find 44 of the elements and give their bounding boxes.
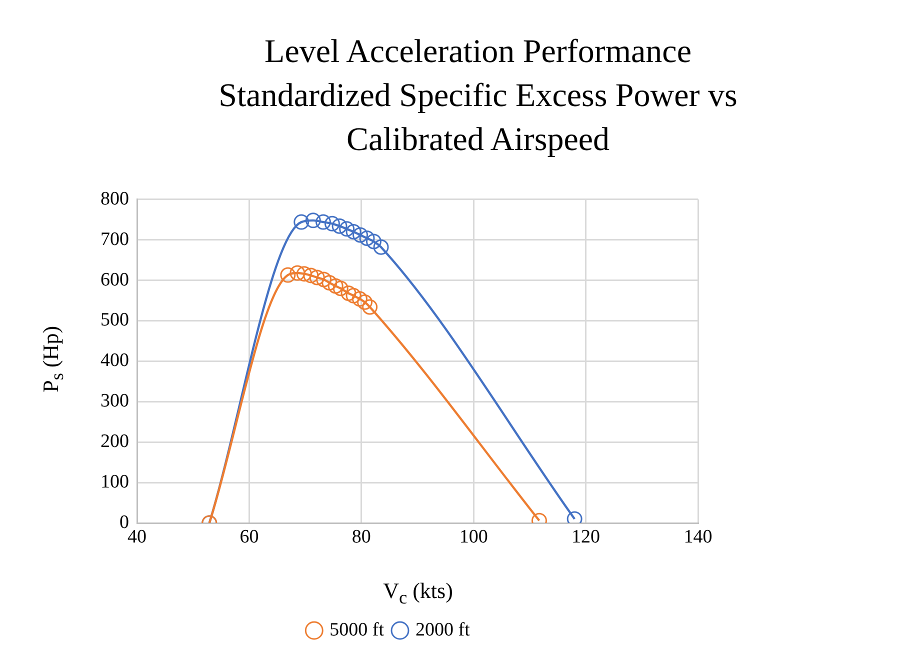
point (362, 299, 378, 315)
point (309, 270, 325, 286)
y-tick-label: 200 (100, 431, 129, 452)
x-tick-label: 80 (352, 526, 371, 548)
x-tick-label: 60 (240, 526, 259, 548)
chart-title: Level Acceleration Performance Standardized Specific Excess Power vs Calibrated Airspeed (218, 33, 738, 160)
point (290, 265, 306, 281)
point (316, 272, 332, 288)
point (322, 274, 338, 290)
point (339, 221, 355, 237)
point (294, 214, 310, 230)
y-tick-label: 800 (100, 188, 129, 210)
point (346, 224, 362, 240)
y-tick-label: 0 (120, 512, 129, 533)
point (373, 239, 389, 255)
x-tick-label: 140 (684, 526, 712, 548)
point (359, 230, 375, 246)
point (303, 268, 319, 284)
point (328, 278, 344, 294)
y-tick-label: 400 (100, 350, 129, 372)
y-tick-label: 700 (100, 228, 129, 250)
x-tick-label: 100 (459, 526, 488, 548)
point (324, 216, 340, 232)
point (280, 267, 296, 283)
point (332, 218, 348, 234)
point (352, 291, 368, 307)
point (346, 288, 362, 304)
point (357, 294, 373, 310)
legend-label: 2000 ft (416, 619, 471, 640)
point (340, 285, 356, 301)
y-tick-label: 500 (100, 310, 129, 331)
x-axis-title: V$_{c}$ (kts) (382, 578, 454, 608)
point (332, 280, 348, 296)
point (305, 212, 321, 228)
legend-label: 5000 ft (330, 619, 385, 640)
point (316, 214, 331, 230)
point (352, 227, 368, 243)
x-tick-label: 40 (128, 526, 146, 548)
point (296, 266, 312, 282)
y-tick-label: 100 (100, 472, 129, 493)
point (366, 234, 382, 250)
y-tick-label: 300 (100, 390, 129, 412)
y-tick-label: 600 (100, 269, 129, 290)
x-tick-label: 120 (572, 526, 600, 548)
